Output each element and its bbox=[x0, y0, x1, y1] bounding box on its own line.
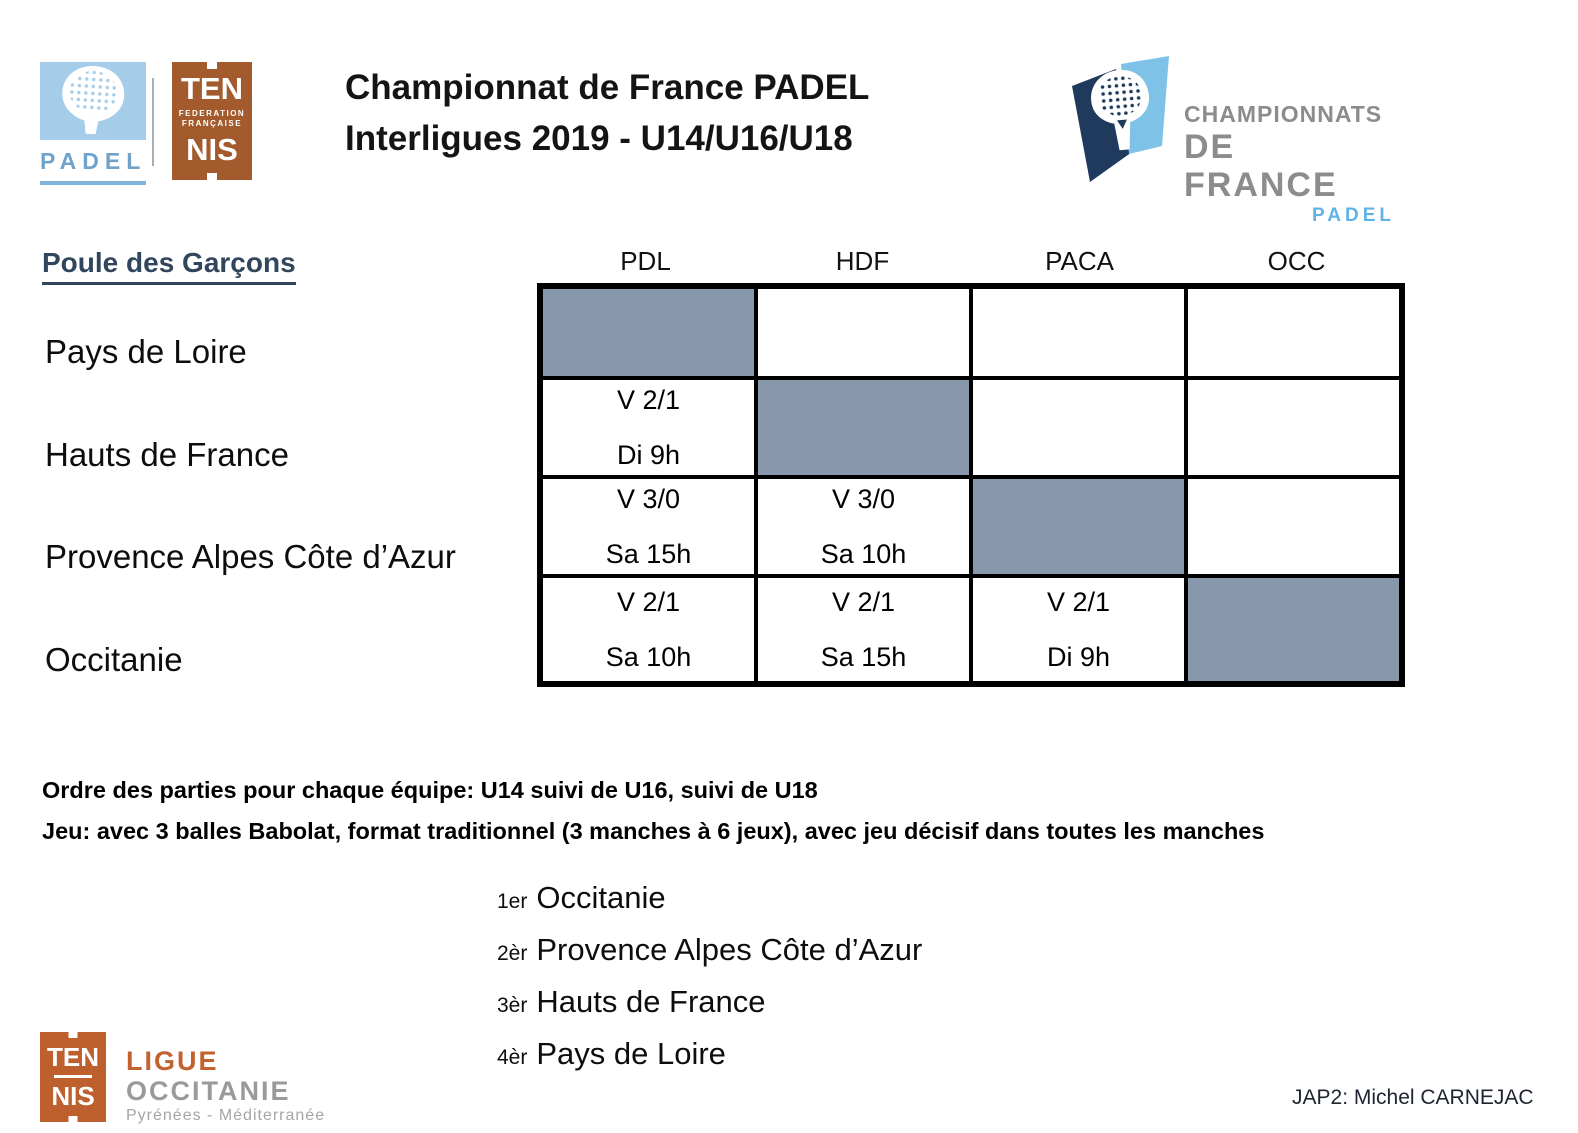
standing-line-4: 4èr Pays de Loire bbox=[497, 1036, 922, 1088]
standing-rank: 2èr bbox=[497, 942, 528, 965]
match-time: Sa 10h bbox=[820, 538, 907, 569]
page-title-line2: Interligues 2019 - U14/U16/U18 bbox=[345, 119, 853, 158]
padel-logo-underline bbox=[40, 181, 146, 185]
fft-logo-notch bbox=[207, 62, 217, 69]
standing-rank: 1er bbox=[497, 890, 528, 913]
standing-line-3: 3èr Hauts de France bbox=[497, 984, 922, 1036]
cdf-logo-line1: CHAMPIONNATS bbox=[1184, 101, 1383, 127]
row-label-paca: Provence Alpes Côte d’Azur bbox=[45, 538, 456, 575]
fft-tennis-logo: TEN FEDERATION FRANÇAISE NIS bbox=[172, 62, 252, 180]
cell-empty bbox=[1186, 477, 1401, 576]
fft-logo-francaise: FRANÇAISE bbox=[181, 119, 243, 128]
standing-rank: 3èr bbox=[497, 994, 528, 1017]
fft-logo-nis: NIS bbox=[186, 132, 238, 167]
match-score: V 2/1 bbox=[616, 586, 681, 617]
match-score: V 3/0 bbox=[616, 483, 681, 514]
ligue-box-divider bbox=[54, 1075, 92, 1078]
match-score: V 3/0 bbox=[831, 483, 896, 514]
cdf-emblem-icon bbox=[1072, 56, 1169, 182]
ligue-box-ten: TEN bbox=[47, 1042, 99, 1072]
table-column-headers: PDL HDF PACA OCC bbox=[537, 246, 1405, 277]
match-time: Sa 15h bbox=[605, 538, 692, 569]
ligue-logo-line3: Pyrénées - Méditerranée bbox=[126, 1107, 326, 1124]
cell-self bbox=[1186, 576, 1401, 683]
note-match-order: Ordre des parties pour chaque équipe: U1… bbox=[42, 777, 818, 803]
fft-logo-ten: TEN bbox=[181, 71, 243, 106]
standing-line-2: 2èr Provence Alpes Côte d’Azur bbox=[497, 932, 922, 984]
standing-team: Pays de Loire bbox=[536, 1036, 726, 1071]
standing-rank: 4èr bbox=[497, 1046, 528, 1069]
cell-self bbox=[541, 287, 756, 378]
cell-empty bbox=[1186, 378, 1401, 477]
ligue-logo-line1: LIGUE bbox=[126, 1046, 219, 1076]
cell-result: V 2/1 Di 9h bbox=[971, 576, 1186, 683]
cell-self bbox=[756, 378, 971, 477]
row-label-occitanie: Occitanie bbox=[45, 641, 183, 678]
ligue-box-notch bbox=[68, 1032, 78, 1038]
ligue-logo-line2: OCCITANIE bbox=[126, 1076, 291, 1106]
cell-empty bbox=[1186, 287, 1401, 378]
cell-empty bbox=[971, 287, 1186, 378]
championnats-de-france-logo: CHAMPIONNATS DE FRANCE PADEL bbox=[1066, 50, 1406, 226]
padel-logo-square bbox=[40, 62, 146, 140]
ligue-box-nis: NIS bbox=[51, 1081, 95, 1111]
cell-result: V 2/1 Di 9h bbox=[541, 378, 756, 477]
match-score: V 2/1 bbox=[1046, 586, 1111, 617]
cell-result: V 3/0 Sa 10h bbox=[756, 477, 971, 576]
cdf-logo-line3: PADEL bbox=[1312, 205, 1395, 226]
match-time: Sa 15h bbox=[820, 641, 907, 672]
padel-logo: PADEL bbox=[40, 62, 146, 185]
cdf-logo-line2: DE FRANCE bbox=[1184, 128, 1338, 204]
cell-self bbox=[971, 477, 1186, 576]
match-score: V 2/1 bbox=[616, 384, 681, 415]
ligue-occitanie-logo: TEN NIS LIGUE OCCITANIE Pyrénées - Médit… bbox=[40, 1032, 325, 1126]
padel-racket-icon bbox=[62, 66, 125, 135]
standing-line-1: 1er Occitanie bbox=[497, 880, 922, 932]
logo-divider bbox=[152, 78, 154, 166]
fft-logo-notch bbox=[207, 173, 217, 180]
fft-logo-federation: FEDERATION bbox=[178, 109, 246, 118]
column-header-hdf: HDF bbox=[835, 246, 890, 276]
match-score: V 2/1 bbox=[831, 586, 896, 617]
final-standings: 1er Occitanie 2èr Provence Alpes Côte d’… bbox=[497, 880, 922, 1088]
ligue-tennis-box: TEN NIS bbox=[40, 1032, 106, 1122]
column-header-pdl: PDL bbox=[620, 246, 671, 276]
cell-result: V 2/1 Sa 15h bbox=[756, 576, 971, 683]
row-label-hauts-de-france: Hauts de France bbox=[45, 436, 289, 473]
match-time: Di 9h bbox=[1046, 641, 1111, 672]
results-table: V 2/1 Di 9h V 3/0 Sa 15h V 3/0 Sa 10h V … bbox=[537, 283, 1405, 687]
note-game-format: Jeu: avec 3 balles Babolat, format tradi… bbox=[42, 818, 1265, 844]
cell-empty bbox=[971, 378, 1186, 477]
ligue-box-notch bbox=[68, 1116, 78, 1122]
cell-result: V 2/1 Sa 10h bbox=[541, 576, 756, 683]
referee-credit: JAP2: Michel CARNEJAC bbox=[1292, 1086, 1534, 1109]
padel-logo-label: PADEL bbox=[40, 148, 147, 174]
ligue-logo-text: LIGUE OCCITANIE Pyrénées - Méditerranée bbox=[126, 1032, 325, 1126]
column-header-occ: OCC bbox=[1267, 246, 1326, 276]
cdf-logo-text: CHAMPIONNATS DE FRANCE PADEL bbox=[1184, 100, 1399, 228]
cell-empty bbox=[756, 287, 971, 378]
standing-team: Occitanie bbox=[536, 880, 666, 915]
column-header-paca: PACA bbox=[1045, 246, 1114, 276]
page-title: Championnat de France PADEL Interligues … bbox=[345, 62, 1005, 164]
cell-result: V 3/0 Sa 15h bbox=[541, 477, 756, 576]
page-title-line1: Championnat de France PADEL bbox=[345, 68, 870, 107]
match-time: Di 9h bbox=[616, 439, 681, 470]
row-label-pays-de-loire: Pays de Loire bbox=[45, 333, 247, 370]
standing-team: Provence Alpes Côte d’Azur bbox=[536, 932, 923, 967]
standing-team: Hauts de France bbox=[536, 984, 766, 1019]
match-time: Sa 10h bbox=[605, 641, 692, 672]
pool-title: Poule des Garçons bbox=[42, 247, 296, 285]
